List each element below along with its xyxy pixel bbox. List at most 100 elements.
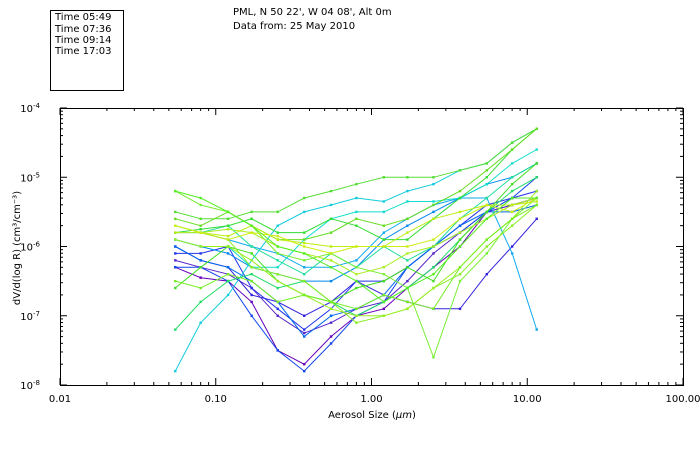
x-axis-label: Aerosol Size (μm) (328, 410, 416, 421)
data-point (458, 231, 462, 234)
data-point (355, 279, 358, 283)
data-point (485, 182, 489, 186)
data-point (329, 279, 333, 283)
data-point (250, 286, 253, 290)
data-point (226, 234, 230, 238)
data-point (535, 203, 538, 207)
data-point (382, 200, 386, 203)
data-point (329, 300, 333, 304)
data-point (382, 224, 386, 227)
data-point (303, 241, 306, 245)
data-point (485, 169, 489, 172)
data-point (199, 224, 202, 227)
data-point (174, 231, 177, 234)
x-tick-label: 1.00 (360, 394, 382, 405)
data-point (355, 259, 358, 262)
data-point (355, 321, 358, 324)
data-point (303, 331, 306, 335)
data-point (432, 210, 435, 214)
data-point (485, 245, 489, 248)
data-point (510, 189, 514, 193)
data-point (406, 176, 409, 179)
data-point (199, 227, 202, 231)
data-point (250, 279, 253, 283)
data-point (510, 196, 514, 200)
data-point (303, 273, 306, 276)
data-point (329, 245, 333, 248)
data-point (303, 293, 306, 297)
data-point (355, 217, 358, 220)
data-point (174, 189, 177, 193)
data-point (226, 252, 230, 255)
data-point (382, 314, 386, 317)
data-point (355, 273, 358, 276)
data-point (276, 307, 279, 311)
data-point (276, 349, 279, 352)
data-point (485, 210, 489, 214)
data-point (485, 162, 489, 165)
data-point (303, 279, 306, 283)
data-point (432, 266, 435, 269)
series-line (175, 190, 538, 317)
data-point (303, 238, 306, 241)
data-point (510, 162, 514, 165)
data-point (382, 245, 386, 248)
data-point (250, 266, 253, 269)
data-point (199, 276, 202, 279)
x-tick-label: 10.00 (513, 394, 542, 405)
data-point (329, 314, 333, 317)
y-axis-label: dV/d(log R) (cm³/cm⁻³) (12, 191, 23, 305)
data-point (355, 224, 358, 227)
data-point (303, 252, 306, 255)
data-point (174, 259, 177, 262)
data-point (276, 279, 279, 283)
data-point (458, 307, 462, 311)
data-point (406, 224, 409, 227)
x-axis-label-suffix: ) (412, 410, 416, 421)
data-point (199, 286, 202, 290)
data-point (510, 224, 514, 227)
data-point (432, 286, 435, 290)
data-point (303, 363, 306, 366)
data-point (174, 224, 177, 227)
data-point (382, 300, 386, 304)
data-point (329, 252, 333, 255)
data-point (174, 210, 177, 214)
data-point (485, 203, 489, 207)
data-point (406, 231, 409, 234)
y-tick-label: 10-8 (20, 379, 40, 392)
data-point (276, 273, 279, 276)
data-point (458, 217, 462, 220)
data-point (174, 328, 177, 331)
data-point (382, 307, 386, 311)
x-axis-label-unit: μm (395, 410, 412, 421)
x-tick-label: 100.00 (666, 394, 700, 405)
series-0615 (174, 196, 538, 335)
data-point (329, 203, 333, 207)
data-point (174, 279, 177, 283)
data-point (276, 259, 279, 262)
data-point (510, 252, 514, 255)
data-point (250, 210, 253, 214)
data-point (329, 266, 333, 269)
data-point (303, 196, 306, 200)
data-point (226, 224, 230, 227)
data-point (406, 200, 409, 203)
data-point (432, 252, 435, 255)
data-point (485, 217, 489, 220)
data-point (199, 217, 202, 220)
data-point (303, 328, 306, 331)
data-point (458, 238, 462, 241)
data-point (199, 266, 202, 269)
data-point (276, 300, 279, 304)
data-point (382, 176, 386, 179)
data-point (458, 189, 462, 193)
data-point (329, 217, 333, 220)
x-tick-label: 0.01 (49, 394, 71, 405)
data-point (303, 314, 306, 317)
data-point (226, 293, 230, 297)
data-point (535, 127, 538, 130)
data-point (174, 286, 177, 290)
data-point (510, 210, 514, 214)
